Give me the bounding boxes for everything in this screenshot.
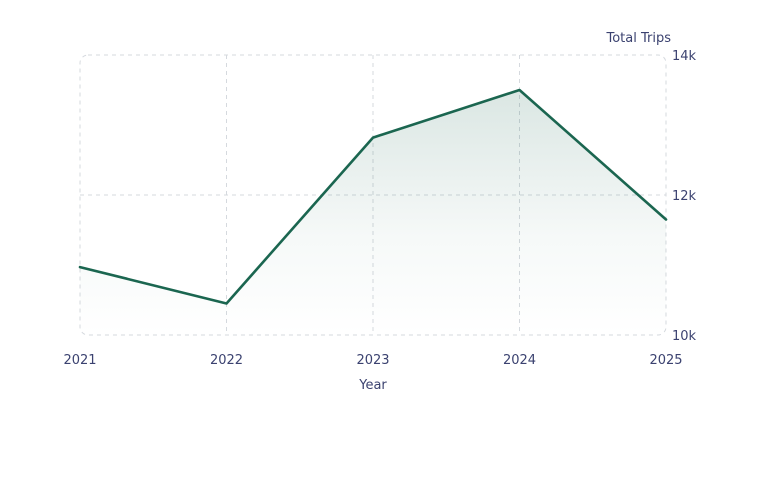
x-tick-label: 2021 <box>63 353 96 368</box>
x-tick-label: 2022 <box>210 353 243 368</box>
y-axis-title: Total Trips <box>605 31 671 46</box>
x-axis-title: Year <box>358 378 387 393</box>
y-tick-label: 12k <box>672 189 697 204</box>
y-tick-label: 10k <box>672 329 697 344</box>
x-tick-label: 2023 <box>356 353 389 368</box>
x-tick-label: 2025 <box>649 353 682 368</box>
y-axis-ticks: 10k 12k 14k <box>672 49 697 344</box>
series-line <box>78 88 668 305</box>
plot-frame <box>79 54 667 336</box>
x-tick-label: 2024 <box>503 353 536 368</box>
y-tick-label: 14k <box>672 49 697 64</box>
area-fill <box>80 90 666 335</box>
x-axis-ticks: 2021 2022 2023 2024 2025 <box>63 353 682 368</box>
